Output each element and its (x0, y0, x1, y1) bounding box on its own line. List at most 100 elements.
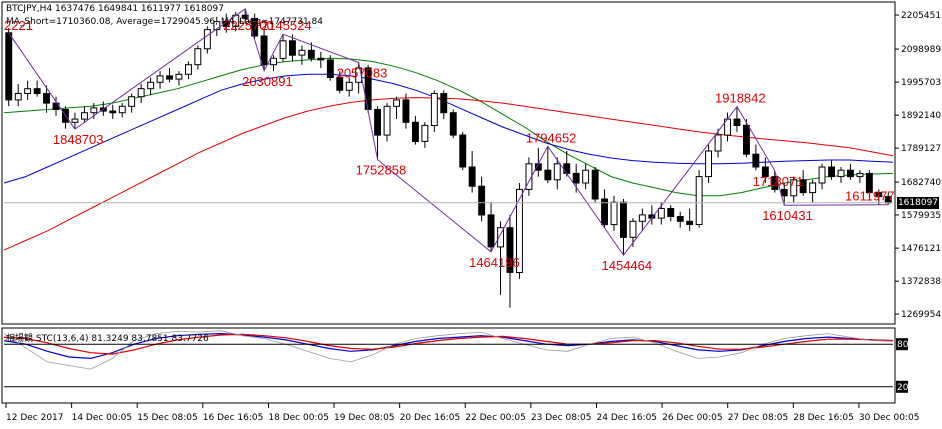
candle-body (251, 17, 259, 37)
time-tick-label: 14 Dec 00:05 (72, 413, 133, 423)
candle (260, 29, 268, 71)
zigzag-label: 1794652 (526, 130, 577, 145)
candle (421, 122, 429, 148)
candle-body (383, 105, 391, 136)
candle-body (638, 214, 646, 222)
candle-body (752, 153, 760, 168)
candle-body (856, 172, 864, 178)
candle-body (487, 214, 495, 248)
candle (761, 157, 769, 183)
price-tick-label: 1269954 (901, 310, 941, 320)
candle-body (837, 169, 845, 178)
series-line-average (3, 73, 894, 184)
candle (601, 189, 608, 228)
candle-body (326, 59, 334, 79)
zigzag-label: 1718071 (753, 174, 804, 189)
candle (620, 198, 627, 256)
candle (166, 67, 174, 83)
candle (298, 45, 306, 65)
candle-body (572, 172, 580, 184)
candle (147, 77, 155, 96)
stc-level-box (896, 338, 908, 351)
candle-body (790, 179, 798, 197)
candle-body (591, 169, 599, 200)
stc-level-box (896, 380, 908, 393)
candle-body (506, 227, 514, 273)
candle (289, 34, 296, 62)
candle (610, 195, 618, 231)
candle (393, 96, 401, 120)
candle-body (459, 134, 467, 168)
candle (828, 160, 835, 180)
candle-body (24, 88, 32, 94)
candle-body (33, 88, 41, 94)
candle (251, 13, 259, 40)
time-tick-label: 20 Dec 16:05 (400, 413, 461, 423)
candle (326, 55, 334, 81)
candle (799, 170, 807, 196)
candle (118, 103, 126, 118)
price-tick-label: 1476121 (901, 244, 941, 254)
candle-body (118, 105, 126, 114)
price-tick-label: 1995703 (901, 78, 941, 88)
candle (402, 93, 410, 129)
stc-header: 相場観 STC(13,6,4) 81.3249 83.7851 83.7726 (6, 334, 209, 344)
candle-body (43, 93, 50, 104)
candle (714, 128, 722, 158)
zigzag-label: 1464196 (469, 255, 520, 270)
candle (279, 34, 287, 62)
candle-body (289, 40, 296, 56)
candle-body (657, 208, 665, 219)
candle (591, 166, 599, 203)
stc-axis: 80 20 (4, 338, 909, 393)
candle (194, 45, 202, 70)
candle (156, 71, 164, 89)
candle (317, 51, 325, 68)
candle-body (686, 220, 694, 226)
candle-body (430, 93, 438, 126)
zigzag-label: 1752858 (356, 163, 407, 178)
candle-body (166, 75, 174, 80)
stc-plot-frame (1, 327, 896, 404)
time-tick-label: 24 Dec 16:05 (597, 413, 658, 423)
candle (676, 211, 684, 228)
candle-body (516, 188, 523, 273)
candle-body (194, 48, 202, 66)
candle (667, 205, 675, 222)
candle (459, 131, 467, 171)
candle (743, 119, 750, 158)
candle-body (336, 77, 344, 91)
candle-body (270, 57, 278, 66)
candle-body (345, 81, 353, 91)
candle-body (809, 182, 817, 194)
candle (544, 146, 552, 183)
candle (733, 106, 741, 132)
candle (487, 202, 495, 252)
candle-body (175, 73, 183, 80)
stc-level-label: 20 (897, 383, 909, 393)
candle-body (393, 99, 401, 107)
candle (185, 61, 192, 80)
candle (686, 208, 694, 231)
candle-body (610, 201, 618, 226)
zigzag-layer: 2221 1848703 2225700 2030891 2145524 2057083 1… (4, 7, 895, 273)
zigzag-label: 2057083 (337, 66, 388, 81)
zigzag-label: 1454464 (602, 258, 653, 273)
candle (81, 106, 88, 123)
candle-body (128, 96, 136, 107)
candle (14, 83, 22, 107)
candle-body (156, 75, 164, 83)
candle-body (865, 172, 873, 194)
candle (412, 115, 419, 145)
time-tick-label: 19 Dec 08:05 (334, 413, 395, 423)
candle (478, 176, 486, 222)
candle-body (14, 93, 22, 101)
candle (203, 26, 211, 54)
time-tick-label: 30 Dec 00:05 (859, 413, 920, 423)
candle (24, 80, 32, 100)
candle-body (468, 166, 476, 187)
zigzag-line (8, 7, 889, 256)
candle-body (478, 185, 486, 216)
candle (847, 163, 854, 180)
stc-series-line (3, 333, 894, 355)
